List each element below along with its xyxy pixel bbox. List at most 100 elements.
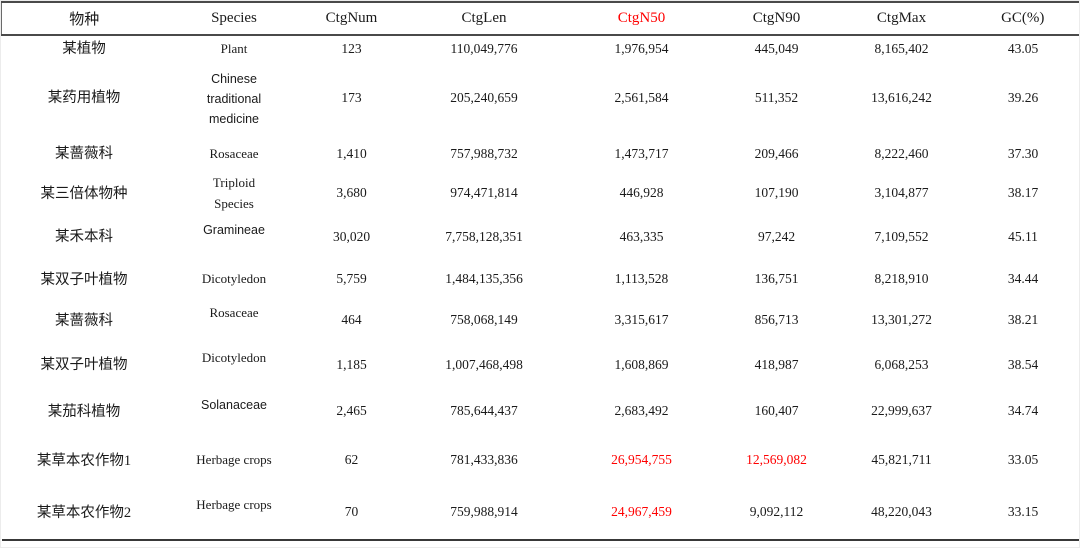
table-row: 某植物 Plant 123 110,049,776 1,976,954 445,049 8,… [2, 35, 1080, 62]
table-row: 某双子叶植物 Dicotyledon 5,759 1,484,135,356 1,113… [2, 260, 1080, 300]
cell-gc: 43.05 [1007, 40, 1039, 56]
cell-ctg-num: 3,680 [336, 185, 367, 201]
table-row: 某蔷薇科 Rosaceae 464 758,068,149 3,315,617 856,7… [2, 300, 1080, 342]
cell-ctg-n50: 3,315,617 [614, 312, 669, 328]
cell-ctg-max: 48,220,043 [871, 504, 932, 520]
cell-species: Rosaceae [209, 145, 259, 161]
cell-gc: 45.11 [1008, 228, 1038, 244]
column-header-ctgn90: CtgN90 [752, 10, 801, 26]
species-label: Solanaceae [200, 397, 268, 412]
cell-cn-name: 某禾本科 [55, 229, 113, 246]
cell-ctg-n50: 26,954,755 [611, 452, 672, 468]
species-label: Dicotyledon [201, 349, 267, 365]
column-header-cn-name: 物种 [1, 2, 167, 35]
cell-species: Rosaceae [167, 300, 302, 342]
table-row: 某蔷薇科 Rosaceae 1,410 757,988,732 1,473,717 209… [2, 135, 1080, 173]
cell-ctg-num: 1,410 [336, 145, 367, 161]
cell-ctg-max: 13,616,242 [871, 90, 932, 106]
cell-species: Triploid Species [212, 175, 256, 211]
cell-ctg-len: 758,068,149 [450, 312, 518, 328]
cell-ctg-n50: 2,683,492 [614, 403, 669, 419]
cell-ctg-max: 3,104,877 [874, 185, 929, 201]
cell-ctg-len: 7,758,128,351 [445, 228, 523, 244]
cell-species: Dicotyledon [201, 271, 267, 287]
cell-ctg-num: 62 [344, 452, 359, 468]
table-row: 某草本农作物1 Herbage crops 62 781,433,836 26,954,… [2, 435, 1080, 487]
cell-ctg-len: 1,007,468,498 [445, 356, 523, 372]
cell-gc: 33.05 [1007, 452, 1039, 468]
column-header-gc: GC(%) [966, 2, 1079, 35]
table-row: 某双子叶植物 Dicotyledon 1,185 1,007,468,498 1,608… [2, 342, 1080, 389]
cell-ctg-n90: 160,407 [754, 403, 799, 419]
cell-ctg-max: 8,218,910 [874, 271, 929, 287]
cell-species: Herbage crops [167, 487, 302, 540]
cell-ctg-n50: 24,967,459 [611, 504, 672, 520]
cell-cn-name: 某草本农作物2 [36, 504, 132, 521]
table-row: 某禾本科 Gramineae 30,020 7,758,128,351 463,335 9… [2, 215, 1080, 260]
cell-ctg-n90: 856,713 [754, 312, 799, 328]
cell-cn-name: 某药用植物 [47, 90, 121, 107]
cell-ctg-num: 123 [341, 40, 362, 56]
cell-ctg-n90: 418,987 [754, 356, 799, 372]
table-header: 物种 Species CtgNum CtgLen CtgN50 CtgN90 C… [1, 2, 1079, 35]
cell-ctg-max: 6,068,253 [874, 356, 929, 372]
cell-ctg-num: 173 [341, 90, 362, 106]
cell-ctg-n90: 9,092,112 [749, 504, 804, 520]
cell-ctg-len: 757,988,732 [450, 145, 518, 161]
table-row: 某草本农作物2 Herbage crops 70 759,988,914 24,967,… [1, 487, 1079, 540]
cell-ctg-n90: 445,049 [754, 40, 799, 56]
cell-ctg-n50: 1,608,869 [614, 356, 669, 372]
cell-gc: 34.44 [1007, 271, 1039, 287]
cell-ctg-len: 110,049,776 [450, 40, 518, 56]
cell-cn-name: 某三倍体物种 [40, 185, 128, 202]
column-header-ctgnum: CtgNum [325, 10, 378, 26]
species-label: Gramineae [203, 223, 265, 238]
cell-ctg-n90: 107,190 [754, 185, 799, 201]
cell-ctg-len: 205,240,659 [450, 90, 518, 106]
cell-ctg-n90: 136,751 [754, 271, 799, 287]
table-body: 某植物 Plant 123 110,049,776 1,976,954 445,049 8,… [1, 35, 1080, 540]
cell-ctg-num: 70 [344, 504, 359, 520]
table-row: 某茄科植物 Solanaceae 2,465 785,644,437 2,683,492… [2, 389, 1080, 435]
cell-ctg-max: 45,821,711 [871, 452, 932, 468]
cell-cn-name: 某蔷薇科 [55, 312, 113, 329]
cell-ctg-num: 5,759 [336, 271, 367, 287]
cell-gc: 34.74 [1007, 403, 1039, 419]
cell-ctg-len: 781,433,836 [450, 452, 518, 468]
cell-ctg-n90: 511,352 [754, 90, 799, 106]
cell-ctg-len: 785,644,437 [450, 403, 518, 419]
cell-ctg-n50: 1,473,717 [614, 145, 669, 161]
cell-ctg-n50: 463,335 [619, 228, 664, 244]
column-header-ctglen: CtgLen [461, 10, 507, 26]
cell-species: Gramineae [167, 215, 302, 260]
cell-gc: 39.26 [1007, 90, 1039, 106]
cell-ctg-num: 1,185 [336, 356, 367, 372]
table-row: 某三倍体物种 Triploid Species 3,680 974,471,814 44… [2, 173, 1080, 215]
cell-ctg-n50: 1,113,528 [614, 271, 669, 287]
cell-cn-name: 某茄科植物 [47, 403, 121, 420]
cell-ctg-num: 464 [341, 312, 362, 328]
cell-species: Plant [220, 40, 248, 56]
cell-species: Solanaceae [167, 389, 302, 435]
cell-gc: 37.30 [1007, 145, 1039, 161]
cell-ctg-num: 30,020 [332, 228, 371, 244]
table-row: 某药用植物 Chinese traditional medicine 173 205,… [2, 62, 1080, 135]
cell-gc: 38.54 [1007, 356, 1039, 372]
header-row: 物种 Species CtgNum CtgLen CtgN50 CtgN90 C… [1, 2, 1079, 35]
cell-gc: 33.15 [1007, 504, 1039, 520]
cell-cn-name: 某草本农作物1 [36, 452, 132, 469]
cell-ctg-max: 8,222,460 [874, 145, 929, 161]
cell-ctg-len: 759,988,914 [450, 504, 518, 520]
cell-ctg-n90: 209,466 [754, 145, 799, 161]
cell-ctg-len: 1,484,135,356 [445, 271, 523, 287]
cell-ctg-n90: 97,242 [757, 228, 796, 244]
cell-ctg-len: 974,471,814 [450, 185, 518, 201]
cell-cn-name: 某植物 [62, 40, 106, 57]
column-header-ctgn50: CtgN50 [617, 10, 666, 26]
species-label: Rosaceae [209, 305, 259, 321]
cell-species: Dicotyledon [167, 342, 302, 389]
cell-ctg-n50: 1,976,954 [614, 40, 669, 56]
cell-ctg-n50: 446,928 [619, 185, 664, 201]
